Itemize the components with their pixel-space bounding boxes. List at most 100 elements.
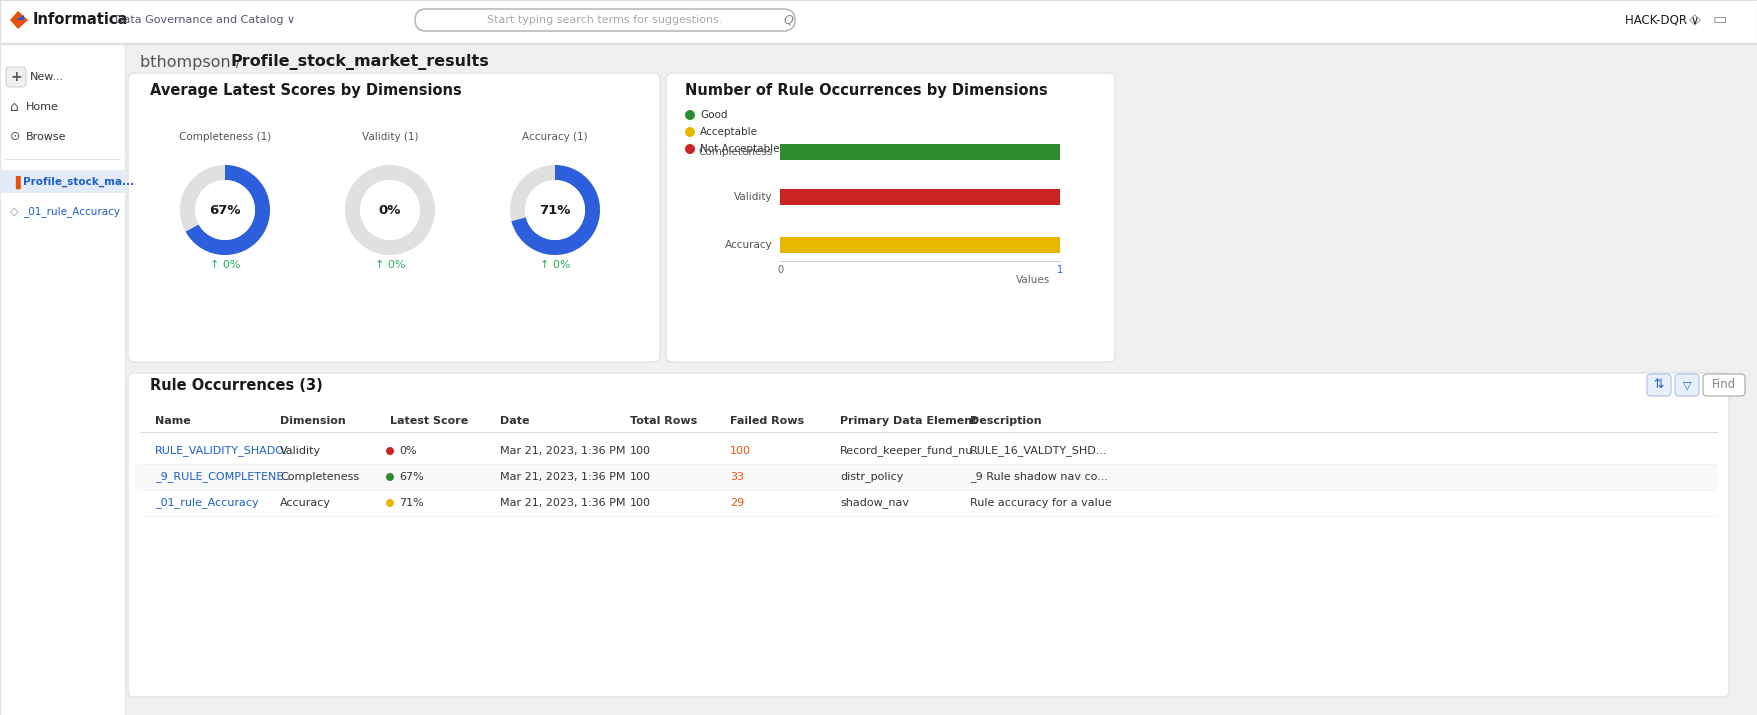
Text: Mar 21, 2023, 1:36 PM: Mar 21, 2023, 1:36 PM bbox=[501, 498, 625, 508]
Text: Informatica: Informatica bbox=[33, 12, 128, 27]
Circle shape bbox=[387, 473, 394, 481]
Text: ▭: ▭ bbox=[1713, 12, 1727, 27]
FancyBboxPatch shape bbox=[1646, 374, 1671, 396]
Text: 67%: 67% bbox=[399, 472, 423, 482]
Text: ↑ 0%: ↑ 0% bbox=[539, 260, 571, 270]
Circle shape bbox=[685, 110, 696, 120]
Text: 100: 100 bbox=[631, 446, 652, 456]
Text: Q: Q bbox=[784, 14, 792, 26]
Wedge shape bbox=[510, 165, 599, 255]
Text: Start typing search terms for suggestions.: Start typing search terms for suggestion… bbox=[487, 15, 722, 25]
Text: Rule accuracy for a value: Rule accuracy for a value bbox=[970, 498, 1112, 508]
Text: 29: 29 bbox=[729, 498, 745, 508]
Wedge shape bbox=[344, 165, 436, 255]
Text: Record_keeper_fund_nu...: Record_keeper_fund_nu... bbox=[840, 445, 984, 456]
Text: 100: 100 bbox=[631, 498, 652, 508]
Circle shape bbox=[685, 144, 696, 154]
Text: Mar 21, 2023, 1:36 PM: Mar 21, 2023, 1:36 PM bbox=[501, 446, 625, 456]
Text: Description: Description bbox=[970, 416, 1042, 426]
FancyBboxPatch shape bbox=[128, 73, 661, 362]
Text: 71%: 71% bbox=[399, 498, 423, 508]
Bar bbox=[0, 170, 125, 193]
Bar bbox=[780, 144, 1059, 160]
Circle shape bbox=[387, 499, 394, 507]
Text: _01_rule_Accuracy: _01_rule_Accuracy bbox=[23, 207, 119, 217]
Text: Rule Occurrences (3): Rule Occurrences (3) bbox=[149, 378, 323, 393]
Text: 67%: 67% bbox=[209, 204, 241, 217]
Text: distr_policy: distr_policy bbox=[840, 472, 903, 483]
Text: 33: 33 bbox=[729, 472, 743, 482]
Text: Values: Values bbox=[1016, 275, 1051, 285]
Text: ◇: ◇ bbox=[11, 207, 19, 217]
Wedge shape bbox=[179, 165, 271, 255]
Text: +: + bbox=[11, 70, 21, 84]
Text: Date: Date bbox=[501, 416, 529, 426]
Text: New...: New... bbox=[30, 72, 65, 82]
Polygon shape bbox=[16, 15, 25, 20]
Text: Completeness: Completeness bbox=[279, 472, 358, 482]
Text: ↑ 0%: ↑ 0% bbox=[374, 260, 406, 270]
Text: Failed Rows: Failed Rows bbox=[729, 416, 805, 426]
FancyBboxPatch shape bbox=[666, 73, 1116, 362]
Text: Data Governance and Catalog ∨: Data Governance and Catalog ∨ bbox=[114, 15, 295, 25]
Text: Validity: Validity bbox=[734, 192, 773, 202]
Text: ◇: ◇ bbox=[1688, 12, 1701, 27]
Text: Profile_stock_ma...: Profile_stock_ma... bbox=[23, 177, 134, 187]
Circle shape bbox=[360, 180, 420, 240]
Bar bbox=[780, 237, 1059, 253]
Circle shape bbox=[195, 180, 255, 240]
Text: Completeness (1): Completeness (1) bbox=[179, 132, 271, 142]
Text: Validity (1): Validity (1) bbox=[362, 132, 418, 142]
Text: 0%: 0% bbox=[380, 204, 401, 217]
Text: Validity: Validity bbox=[279, 446, 322, 456]
FancyBboxPatch shape bbox=[1674, 374, 1699, 396]
Circle shape bbox=[525, 180, 585, 240]
Text: Average Latest Scores by Dimensions: Average Latest Scores by Dimensions bbox=[149, 82, 462, 97]
Text: 100: 100 bbox=[729, 446, 750, 456]
Text: Primary Data Element: Primary Data Element bbox=[840, 416, 977, 426]
Text: Accuracy: Accuracy bbox=[279, 498, 330, 508]
Text: _01_rule_Accuracy: _01_rule_Accuracy bbox=[155, 498, 258, 508]
Text: Completeness: Completeness bbox=[699, 147, 773, 157]
Bar bbox=[0, 0, 1757, 43]
Text: ⌂: ⌂ bbox=[11, 100, 19, 114]
Wedge shape bbox=[511, 165, 599, 255]
Polygon shape bbox=[11, 11, 28, 29]
Text: Find: Find bbox=[1711, 378, 1736, 392]
Text: Latest Score: Latest Score bbox=[390, 416, 469, 426]
Circle shape bbox=[387, 447, 394, 455]
Text: Home: Home bbox=[26, 102, 60, 112]
FancyBboxPatch shape bbox=[128, 373, 1729, 697]
Text: Mar 21, 2023, 1:36 PM: Mar 21, 2023, 1:36 PM bbox=[501, 472, 625, 482]
FancyBboxPatch shape bbox=[1703, 374, 1745, 396]
Text: ▽: ▽ bbox=[1683, 380, 1692, 390]
Text: Accuracy: Accuracy bbox=[726, 240, 773, 250]
Text: Number of Rule Occurrences by Dimensions: Number of Rule Occurrences by Dimensions bbox=[685, 82, 1047, 97]
Text: Acceptable: Acceptable bbox=[699, 127, 757, 137]
Bar bbox=[135, 464, 1717, 490]
Text: _9_RULE_COMPLETENE...: _9_RULE_COMPLETENE... bbox=[155, 472, 293, 483]
Text: Dimension: Dimension bbox=[279, 416, 346, 426]
Bar bbox=[135, 490, 1717, 516]
Bar bbox=[780, 189, 1059, 205]
Text: RULE_16_VALDTY_SHD...: RULE_16_VALDTY_SHD... bbox=[970, 445, 1107, 456]
Text: Total Rows: Total Rows bbox=[631, 416, 698, 426]
Text: Accuracy (1): Accuracy (1) bbox=[522, 132, 589, 142]
Text: ▐: ▐ bbox=[11, 175, 19, 189]
Text: Profile_stock_market_results: Profile_stock_market_results bbox=[230, 54, 488, 70]
Text: HACK-DQR ∨: HACK-DQR ∨ bbox=[1625, 14, 1699, 26]
FancyBboxPatch shape bbox=[415, 9, 794, 31]
Text: _9 Rule shadow nav co...: _9 Rule shadow nav co... bbox=[970, 472, 1109, 483]
Text: 100: 100 bbox=[631, 472, 652, 482]
Text: Good: Good bbox=[699, 110, 727, 120]
Text: 71%: 71% bbox=[539, 204, 571, 217]
Text: ⊙: ⊙ bbox=[11, 131, 21, 144]
Text: ↑ 0%: ↑ 0% bbox=[209, 260, 241, 270]
Circle shape bbox=[685, 127, 696, 137]
Text: shadow_nav: shadow_nav bbox=[840, 498, 908, 508]
Text: ⇅: ⇅ bbox=[1653, 378, 1664, 392]
Bar bbox=[135, 438, 1717, 464]
Text: RULE_VALIDITY_SHADO...: RULE_VALIDITY_SHADO... bbox=[155, 445, 295, 456]
Bar bbox=[0, 43, 125, 715]
Text: 0: 0 bbox=[777, 265, 784, 275]
